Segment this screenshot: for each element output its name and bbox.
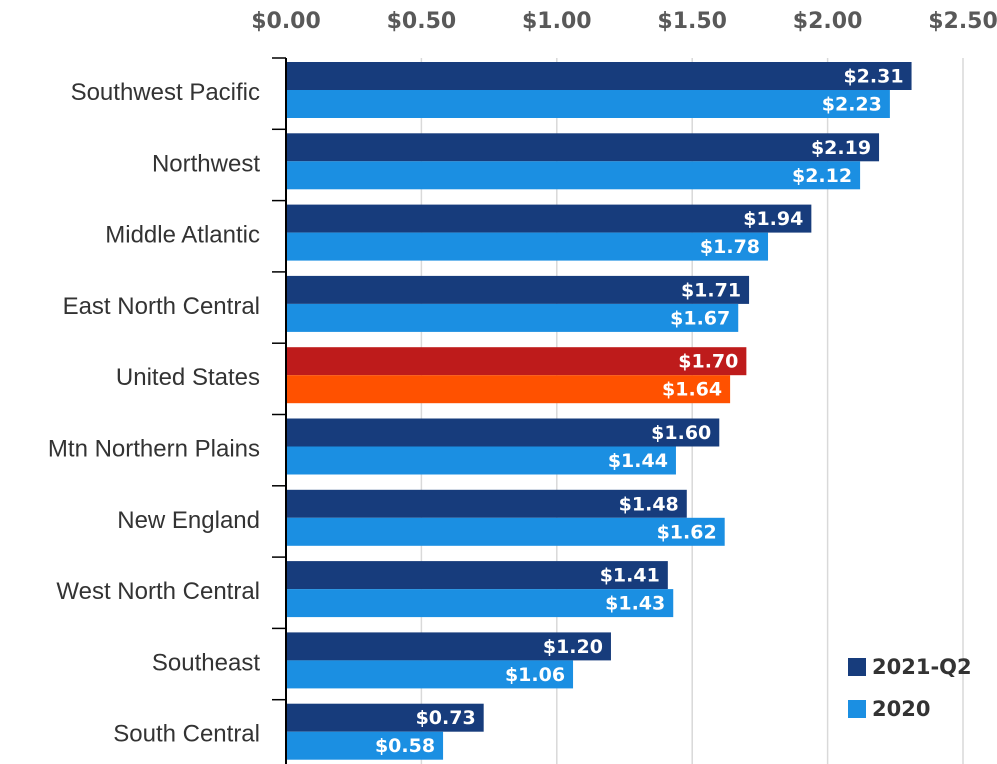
legend-swatch — [848, 700, 866, 718]
category-label: South Central — [113, 721, 260, 748]
bar — [286, 375, 731, 404]
bar — [286, 133, 880, 162]
bar — [286, 589, 674, 618]
category-label: Middle Atlantic — [105, 222, 260, 249]
bar — [286, 62, 912, 90]
value-label: $1.70 — [678, 351, 738, 373]
legend-label: 2020 — [872, 697, 930, 721]
value-label: $1.41 — [600, 565, 660, 587]
value-label: $1.78 — [700, 236, 760, 258]
legend-swatch — [848, 658, 866, 676]
bar — [286, 204, 812, 233]
x-tick-label: $1.00 — [522, 9, 592, 34]
value-label: $1.64 — [662, 379, 722, 401]
category-label: New England — [117, 507, 260, 534]
value-label: $1.06 — [505, 664, 565, 686]
value-label: $1.94 — [743, 208, 803, 230]
category-label: Southeast — [152, 649, 260, 676]
value-label: $2.19 — [811, 137, 871, 159]
x-tick-label: $2.50 — [928, 9, 997, 34]
bar — [286, 232, 769, 261]
bar — [286, 561, 668, 590]
value-label: $2.31 — [843, 66, 903, 88]
bar — [286, 161, 861, 190]
bar — [286, 489, 687, 518]
category-label: United States — [116, 364, 260, 391]
value-label: $1.71 — [681, 279, 741, 301]
value-label: $0.73 — [416, 707, 476, 729]
bar — [286, 303, 739, 332]
legend-label: 2021-Q2 — [872, 655, 972, 679]
category-label: Southwest Pacific — [71, 79, 260, 106]
x-tick-label: $1.50 — [657, 9, 727, 34]
value-label: $1.43 — [605, 593, 665, 615]
category-label: Northwest — [152, 150, 260, 177]
value-label: $1.44 — [608, 450, 668, 472]
bar — [286, 703, 484, 732]
bar — [286, 90, 890, 118]
bar — [286, 731, 444, 760]
x-tick-label: $0.50 — [387, 9, 457, 34]
value-label: $1.60 — [651, 422, 711, 444]
bar — [286, 446, 676, 475]
value-label: $1.62 — [657, 521, 717, 543]
x-tick-label: $2.00 — [793, 9, 863, 34]
bar — [286, 275, 750, 304]
bar — [286, 660, 574, 689]
category-label: East North Central — [63, 293, 260, 320]
bar — [286, 347, 747, 376]
value-label: $0.58 — [375, 735, 435, 757]
value-label: $2.12 — [792, 165, 852, 187]
value-label: $2.23 — [822, 94, 882, 116]
x-tick-label: $0.00 — [251, 9, 321, 34]
category-label: Mtn Northern Plains — [48, 435, 260, 462]
category-label: West North Central — [56, 578, 260, 605]
value-label: $1.48 — [619, 493, 679, 515]
bar — [286, 418, 720, 447]
bar — [286, 517, 725, 546]
value-label: $1.67 — [670, 307, 730, 329]
bar — [286, 632, 611, 661]
value-label: $1.20 — [543, 636, 603, 658]
